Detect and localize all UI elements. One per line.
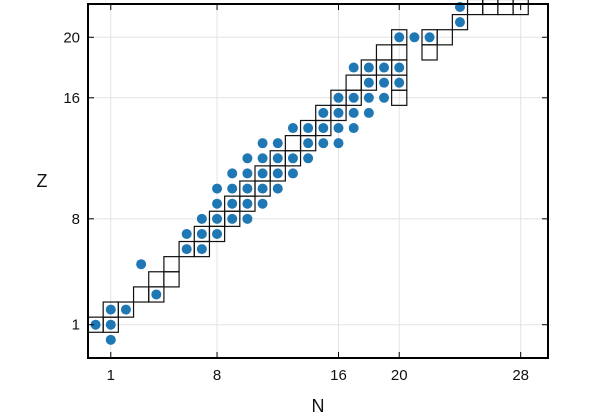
dot-marker xyxy=(363,92,374,103)
square-marker xyxy=(451,13,469,31)
dot-marker xyxy=(424,32,435,43)
dot-marker xyxy=(379,62,390,73)
dot-marker xyxy=(272,183,283,194)
x-tick-label: 8 xyxy=(213,367,221,384)
square-marker xyxy=(132,286,150,303)
dot-marker xyxy=(242,168,253,179)
dot-marker xyxy=(287,168,298,179)
dot-marker xyxy=(363,107,374,118)
x-tick-label: 16 xyxy=(330,367,347,384)
dot-marker xyxy=(333,92,344,103)
dot-marker xyxy=(151,289,162,300)
dot-marker xyxy=(318,107,329,118)
dot-marker xyxy=(212,228,223,239)
dot-marker xyxy=(454,17,465,28)
dot-marker xyxy=(242,183,253,194)
dot-marker xyxy=(348,123,359,134)
dot-marker xyxy=(363,62,374,73)
dot-marker xyxy=(212,213,223,224)
square-marker xyxy=(512,0,529,16)
dot-marker xyxy=(394,32,405,43)
dot-marker xyxy=(333,138,344,149)
dot-marker xyxy=(227,168,238,179)
dot-marker xyxy=(196,213,207,224)
dot-marker xyxy=(212,198,223,209)
dot-marker xyxy=(181,244,192,255)
x-axis-label: N xyxy=(312,396,325,416)
dot-marker xyxy=(348,92,359,103)
dot-marker xyxy=(136,259,147,270)
dot-marker xyxy=(257,153,268,164)
y-tick-label: 20 xyxy=(63,29,80,46)
square-marker xyxy=(436,29,453,46)
square-marker xyxy=(117,301,135,318)
dot-marker xyxy=(196,244,207,255)
dot-marker xyxy=(348,62,359,73)
square-marker xyxy=(163,271,180,288)
square-marker xyxy=(284,135,302,152)
dot-marker xyxy=(227,198,238,209)
dot-marker xyxy=(105,334,116,345)
square-marker xyxy=(148,271,165,288)
dot-marker xyxy=(318,138,329,149)
square-marker xyxy=(391,29,408,46)
y-axis-label: Z xyxy=(37,171,48,191)
dot-marker xyxy=(242,198,253,209)
dot-marker xyxy=(394,62,405,73)
dot-marker xyxy=(105,304,116,315)
x-tick-label: 28 xyxy=(512,367,529,384)
dot-marker xyxy=(257,198,268,209)
dot-marker xyxy=(90,319,101,330)
y-tick-label: 1 xyxy=(72,317,80,334)
square-marker xyxy=(482,0,499,16)
dot-marker xyxy=(318,123,329,134)
dot-marker xyxy=(227,213,238,224)
square-marker xyxy=(497,0,514,16)
x-tick-label: 1 xyxy=(107,367,115,384)
dot-marker xyxy=(379,77,390,88)
dot-marker xyxy=(105,319,116,330)
dot-marker xyxy=(242,153,253,164)
dot-marker xyxy=(257,138,268,149)
dot-marker xyxy=(181,228,192,239)
dot-marker xyxy=(257,183,268,194)
plot-frame xyxy=(87,3,549,359)
dot-marker xyxy=(120,304,131,315)
dot-marker xyxy=(287,123,298,134)
square-marker xyxy=(466,0,484,16)
dot-marker xyxy=(333,123,344,134)
square-marker xyxy=(421,44,438,61)
y-tick-label: 8 xyxy=(72,211,80,228)
dot-marker xyxy=(303,153,314,164)
dot-markers xyxy=(90,2,465,345)
dot-marker xyxy=(272,168,283,179)
dot-marker xyxy=(227,183,238,194)
dot-marker xyxy=(257,168,268,179)
dot-marker xyxy=(272,138,283,149)
dot-marker xyxy=(348,107,359,118)
dot-marker xyxy=(363,77,374,88)
dot-marker xyxy=(272,153,283,164)
y-tick-label: 16 xyxy=(63,90,80,107)
dot-marker xyxy=(409,32,420,43)
dot-marker xyxy=(303,123,314,134)
square-marker xyxy=(345,74,362,91)
square-marker xyxy=(375,44,393,61)
dot-marker xyxy=(287,153,298,164)
dot-marker xyxy=(242,213,253,224)
square-markers xyxy=(87,0,529,333)
dot-marker xyxy=(333,107,344,118)
square-marker xyxy=(163,256,180,273)
grid-lines xyxy=(88,4,548,358)
dot-marker xyxy=(394,77,405,88)
x-tick-label: 20 xyxy=(391,367,408,384)
dot-marker xyxy=(196,228,207,239)
dot-marker xyxy=(212,183,223,194)
dot-marker xyxy=(379,92,390,103)
dot-marker xyxy=(303,138,314,149)
axis-ticks: 1 8 16 20 28 1 8 16 20 xyxy=(63,4,548,384)
